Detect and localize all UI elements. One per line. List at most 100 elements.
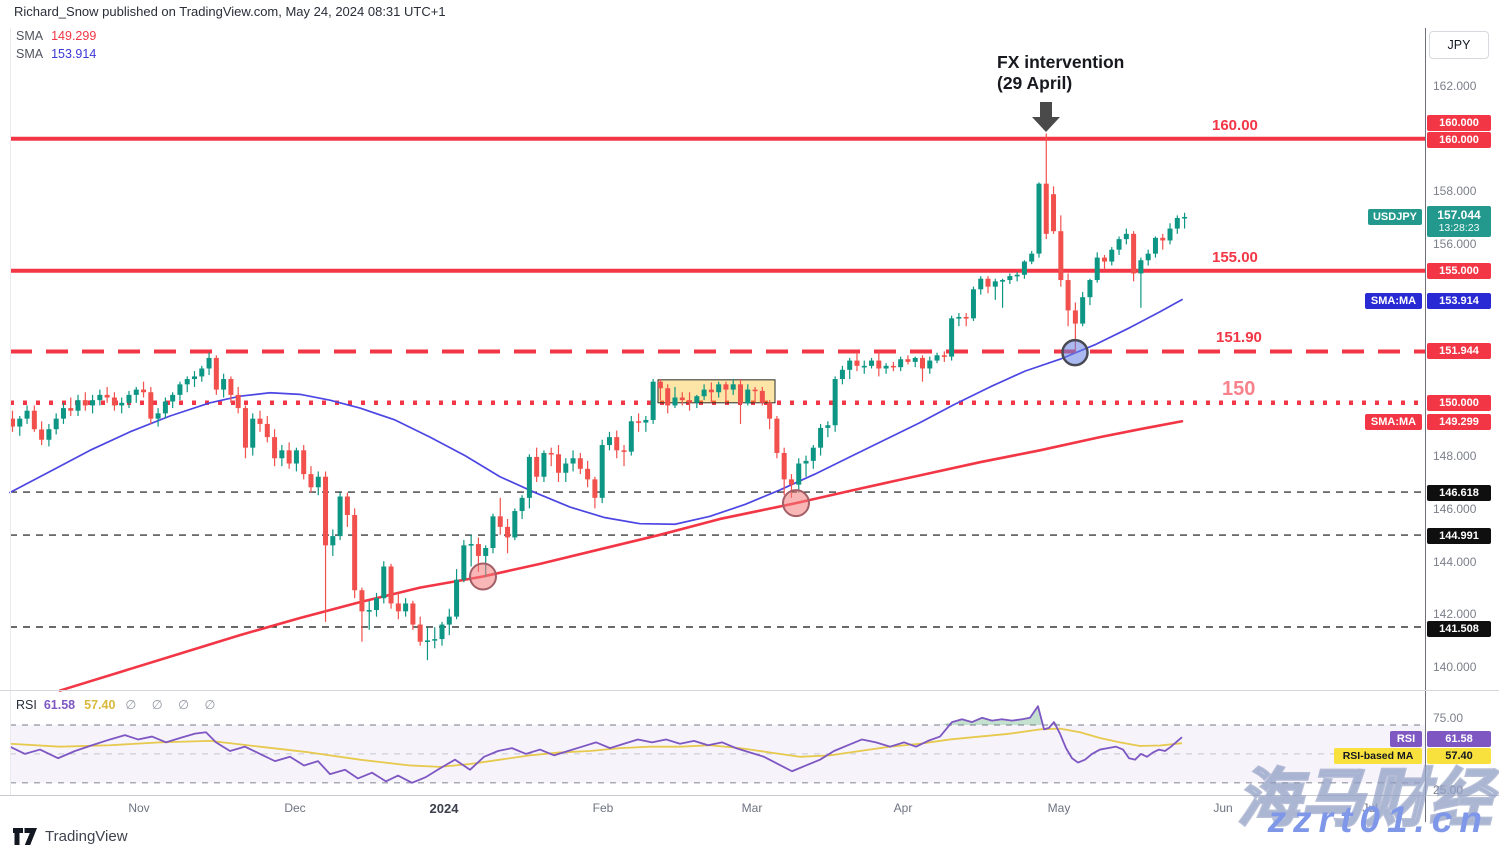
candle-body [1065,280,1071,311]
candle-body [206,357,212,369]
candle-body [242,408,248,448]
candle-body [563,463,569,473]
candle-body [570,458,576,464]
candle-body [286,450,292,464]
axis-tick-label: 25.00 [1433,783,1464,797]
candle-body [293,450,299,464]
candle-body [301,450,307,475]
time-axis-label-jul[interactable]: Jul [1362,801,1378,815]
candle-body [810,447,816,461]
candle-body [556,454,561,473]
time-axis-label-may[interactable]: May [1047,801,1071,815]
time-axis-label-2024[interactable]: 2024 [429,801,459,816]
candle-body [1029,253,1035,262]
candle-body [330,536,336,546]
candle-body [628,421,634,452]
pane-separator[interactable] [0,690,1499,691]
time-axis-label-apr[interactable]: Apr [893,801,913,815]
fx-annotation-line2: (29 April) [997,72,1073,93]
candle-body [949,318,955,357]
candle-body [10,418,15,427]
down-arrow-icon [1032,117,1060,132]
candle-body [992,281,998,287]
candle-body [956,317,962,319]
fx-intervention-annotation: FX intervention (29 April) [997,52,1124,93]
candle-body [614,437,620,451]
candle-body [264,423,270,438]
time-axis-label-feb[interactable]: Feb [592,801,614,815]
sma2-label: SMA [16,47,44,61]
candle-body [548,452,554,455]
candle-body [687,400,693,403]
time-axis-label-dec[interactable]: Dec [284,801,306,815]
plot-left-border [10,28,11,795]
candle-body [126,394,132,403]
time-axis-separator [0,795,1499,796]
axis-value-badge: 151.944 [1427,343,1491,359]
price-axis-line [1425,28,1426,822]
candle-body [723,384,729,390]
candle-body [1152,237,1158,254]
candle-body [512,511,518,538]
candle-body [279,450,285,459]
candle-body [585,468,591,480]
series-label-badge: RSI [1390,731,1422,747]
time-axis-label-jun[interactable]: Jun [1213,801,1233,815]
candle-body [148,392,154,419]
sma-legend-row-1[interactable]: SMA 149.299 [16,29,96,43]
rsi-legend-row[interactable]: RSI 61.58 57.40 ∅ ∅ ∅ ∅ [16,697,221,712]
candle-body [1094,257,1100,281]
candle-body [366,610,372,612]
candle-body [221,379,227,390]
sma-legend-row-2[interactable]: SMA 153.914 [16,47,96,61]
candle-body [759,390,765,403]
candle-body [876,360,882,369]
axis-tick-label: 75.00 [1433,711,1464,725]
candle-body [1051,194,1057,232]
candle-body [46,429,52,440]
axis-tick-label: 146.000 [1433,502,1477,516]
candle-body [141,389,147,393]
candle-body [905,359,911,362]
watermark-cn: 海马财经 [1236,763,1494,836]
candle-body [1007,276,1013,281]
level-price-label: 150 [1222,378,1256,400]
axis-tick-label: 140.000 [1433,660,1477,674]
axis-value-badge: 150.000 [1427,395,1491,411]
currency-unit-button[interactable]: JPY [1429,31,1489,59]
last-price-badge: 157.044 13:28:23 [1427,206,1491,237]
candle-body [1072,310,1078,324]
candle-body [1131,233,1137,274]
rsi-ma-value: 57.40 [84,698,116,712]
tradingview-footer-link[interactable]: TradingView [13,828,128,845]
time-axis-label-nov[interactable]: Nov [128,801,150,815]
series-label-badge: SMA:MA [1365,293,1422,309]
candle-body [352,515,358,591]
candle-body [832,379,838,426]
candle-body [381,566,387,599]
pink-highlight-circle [469,562,497,591]
watermark-url: zzrt01.cn [1267,799,1489,840]
publish-header: Richard_Snow published on TradingView.co… [14,4,446,19]
candle-body [424,640,430,642]
candle-body [39,429,45,440]
candle-body [788,479,794,485]
candle-body [1109,249,1115,262]
candle-body [796,463,802,485]
candle-body [767,402,773,419]
candle-body [184,379,190,385]
candle-body [199,368,205,377]
axis-value-badge: 141.508 [1427,621,1491,637]
candle-body [643,419,649,423]
candle-body [738,384,743,404]
candle-body [315,476,321,488]
sma1-value: 149.299 [51,29,97,43]
level-price-label: 151.90 [1216,329,1262,346]
time-axis-label-mar[interactable]: Mar [741,801,763,815]
axis-tick-label: 144.000 [1433,555,1477,569]
tradingview-footer-text: TradingView [45,828,128,845]
candle-body [475,544,481,556]
sma2-value: 153.914 [51,47,97,61]
rsi-line [9,705,1183,784]
candle-body [599,445,605,498]
